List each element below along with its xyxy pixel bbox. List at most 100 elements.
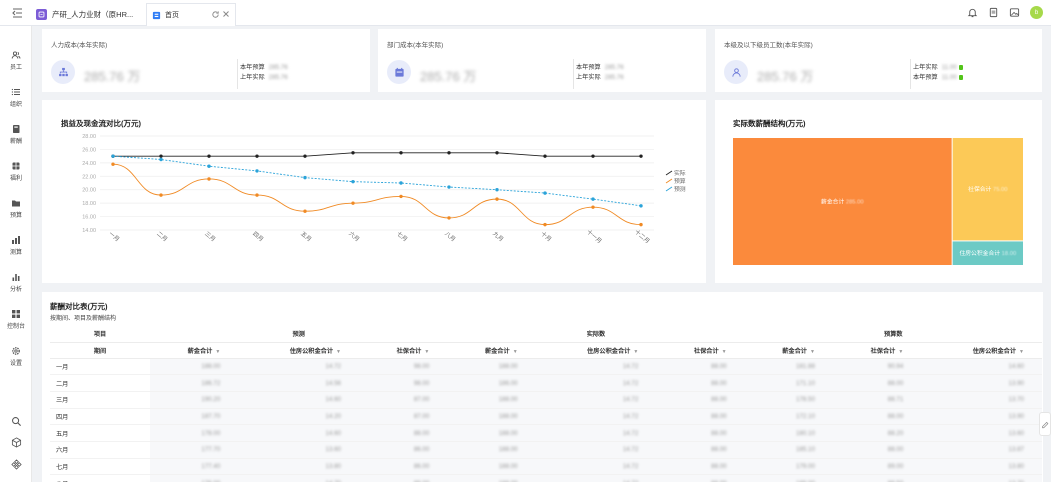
column-header-label: 社保合计 [396, 347, 422, 355]
row-month-label: 七月 [50, 458, 150, 476]
sidebar-item-label: 员工 [9, 64, 22, 71]
table-cell-value: 14.72 [622, 396, 639, 404]
menu-collapse-icon[interactable] [10, 6, 24, 20]
table-cell: 88.00 [656, 424, 745, 442]
x-tick-label: 一月 [107, 230, 120, 243]
series-0-point [639, 154, 643, 158]
series-0-point [303, 154, 307, 158]
calendar-icon [387, 60, 411, 84]
table-cell-value: 86.00 [413, 446, 430, 454]
table-cell: 13.70 [921, 474, 1042, 482]
column-group-actual: 实际数 [447, 326, 745, 343]
sidebar-item-label: 福利 [9, 175, 22, 182]
document-icon[interactable] [988, 7, 999, 18]
table-cell: 14.72 [535, 441, 657, 459]
table-cell: 87.00 [358, 408, 448, 426]
table-row[interactable]: 五月 178.00 14.60 88.00 188.00 14.72 88.00 180.10… [50, 424, 1042, 442]
sidebar-item-salary[interactable]: 薪酬 [0, 120, 32, 148]
column-header-label: 住房公积金合计 [289, 347, 334, 355]
sort-caret-icon[interactable]: ▼ [512, 348, 518, 355]
table-row[interactable]: 七月 177.40 13.80 86.00 188.00 14.72 88.00 179.00… [50, 458, 1042, 476]
people-icon [724, 60, 748, 84]
treemap-label[interactable]: 薪金合计 285.00 [821, 198, 864, 206]
bell-icon[interactable] [967, 7, 978, 18]
table-row[interactable]: 六月 177.70 13.60 86.00 188.00 14.72 88.00 185.10… [50, 441, 1042, 459]
table-cell-value: 88.00 [887, 379, 904, 387]
kpi-divider [910, 59, 911, 89]
table-cell: 178.50 [744, 391, 833, 409]
close-icon[interactable] [222, 10, 230, 18]
sidebar-item-calc[interactable]: 测算 [0, 231, 32, 259]
column-header[interactable]: 薪金合计 ▼ [447, 342, 536, 359]
table-cell: 14.72 [535, 424, 657, 442]
apps-button[interactable] [0, 455, 32, 473]
treemap-label[interactable]: 住房公积金合计 18.00 [959, 249, 1016, 257]
cube-button[interactable] [0, 433, 32, 451]
book-icon [13, 124, 20, 133]
top-right-tools: b [967, 6, 1043, 19]
treemap-label[interactable]: 社保合计 75.00 [968, 185, 1007, 193]
table-row[interactable]: 八月 176.00 14.70 88.00 188.00 14.72 88.00 188.00… [50, 474, 1042, 482]
sort-caret-icon[interactable]: ▼ [424, 348, 430, 355]
sidebar-item-analysis[interactable]: 分析 [0, 268, 32, 296]
table-cell-value: 13.70 [1009, 480, 1024, 482]
sidebar-item-budget[interactable]: 预算 [0, 194, 32, 222]
row-month-label: 三月 [50, 391, 150, 409]
treemap-block[interactable] [733, 138, 952, 265]
sidebar-item-console[interactable]: 控制台 [0, 305, 32, 333]
treemap-block[interactable] [952, 138, 1023, 241]
table-row[interactable]: 四月 187.70 14.20 87.00 188.00 14.72 88.00 172.10… [50, 408, 1042, 426]
users-icon [11, 50, 21, 59]
tab-home[interactable]: 首页 [146, 3, 236, 26]
table-row[interactable]: 一月 188.00 14.72 98.00 188.00 14.72 88.00 181.88… [50, 358, 1042, 376]
column-header[interactable]: 住房公积金合计 ▼ [921, 342, 1042, 359]
table-cell-value: 88.00 [414, 480, 429, 482]
sort-caret-icon[interactable]: ▼ [633, 348, 639, 355]
column-header[interactable]: 薪金合计 ▼ [150, 342, 239, 359]
cube-icon [11, 436, 21, 448]
column-header[interactable]: 住房公积金合计 ▼ [535, 342, 657, 359]
column-header[interactable]: 住房公积金合计 ▼ [238, 342, 359, 359]
kpi-side-value: 285.76 [604, 74, 624, 81]
table-cell: 190.20 [150, 391, 239, 409]
sidebar-item-welfare[interactable]: 福利 [0, 157, 32, 185]
sort-caret-icon[interactable]: ▼ [898, 348, 904, 355]
sort-caret-icon[interactable]: ▼ [810, 348, 815, 355]
column-header[interactable]: 社保合计 ▼ [358, 342, 448, 359]
table-cell-value: 13.90 [1008, 379, 1024, 387]
sidebar-item-settings[interactable]: 设置 [0, 342, 32, 370]
y-tick-label: 16.00 [82, 215, 96, 221]
treemap-block[interactable] [952, 241, 1023, 265]
image-icon[interactable] [1009, 7, 1020, 18]
column-header[interactable]: 社保合计 ▼ [656, 342, 745, 359]
refresh-icon[interactable] [211, 10, 220, 19]
edit-float-button[interactable] [1039, 412, 1051, 436]
search-icon [11, 416, 21, 426]
table-cell-value: 87.00 [413, 412, 430, 420]
avatar[interactable]: b [1030, 6, 1043, 19]
table-cell-value: 178.00 [201, 429, 221, 437]
kpi-card-labor-cost: 人力成本(本年实际) 285.76 万 本年预算 285.76 上年实际 285.7… [42, 29, 370, 92]
table-cell: 89.00 [832, 458, 922, 476]
search-button[interactable] [0, 412, 32, 430]
salary-structure-card: 实际数薪酬结构(万元) 薪金合计 285.00 社保合计 75.00 住房公积金合计… [715, 100, 1042, 283]
table-row[interactable]: 三月 190.20 14.60 87.00 188.00 14.72 88.00 178.50… [50, 391, 1042, 409]
table-cell: 13.87 [921, 441, 1042, 459]
sort-caret-icon[interactable]: ▼ [721, 348, 727, 355]
table-cell-value: 13.90 [1008, 412, 1024, 420]
sidebar-item-employees[interactable]: 员工 [0, 46, 32, 74]
app-switcher[interactable]: 产研_人力业财（原HR... [32, 4, 144, 24]
table-cell: 171.10 [744, 374, 833, 392]
table-row[interactable]: 二月 186.72 14.56 98.00 186.00 14.72 88.00 171.10… [50, 374, 1042, 392]
series-1-point [111, 162, 115, 166]
sidebar-item-org[interactable]: 组织 [0, 83, 32, 111]
table-cell-value: 88.00 [887, 446, 904, 454]
sort-caret-icon[interactable]: ▼ [1019, 348, 1024, 355]
sidebar-item-label: 预算 [9, 212, 22, 219]
sort-caret-icon[interactable]: ▼ [336, 348, 341, 355]
column-header[interactable]: 薪金合计 ▼ [744, 342, 833, 359]
table-cell: 88.00 [656, 441, 745, 459]
table-cell-value: 14.72 [623, 480, 638, 482]
column-header[interactable]: 社保合计 ▼ [832, 342, 922, 359]
sort-caret-icon[interactable]: ▼ [215, 348, 221, 355]
